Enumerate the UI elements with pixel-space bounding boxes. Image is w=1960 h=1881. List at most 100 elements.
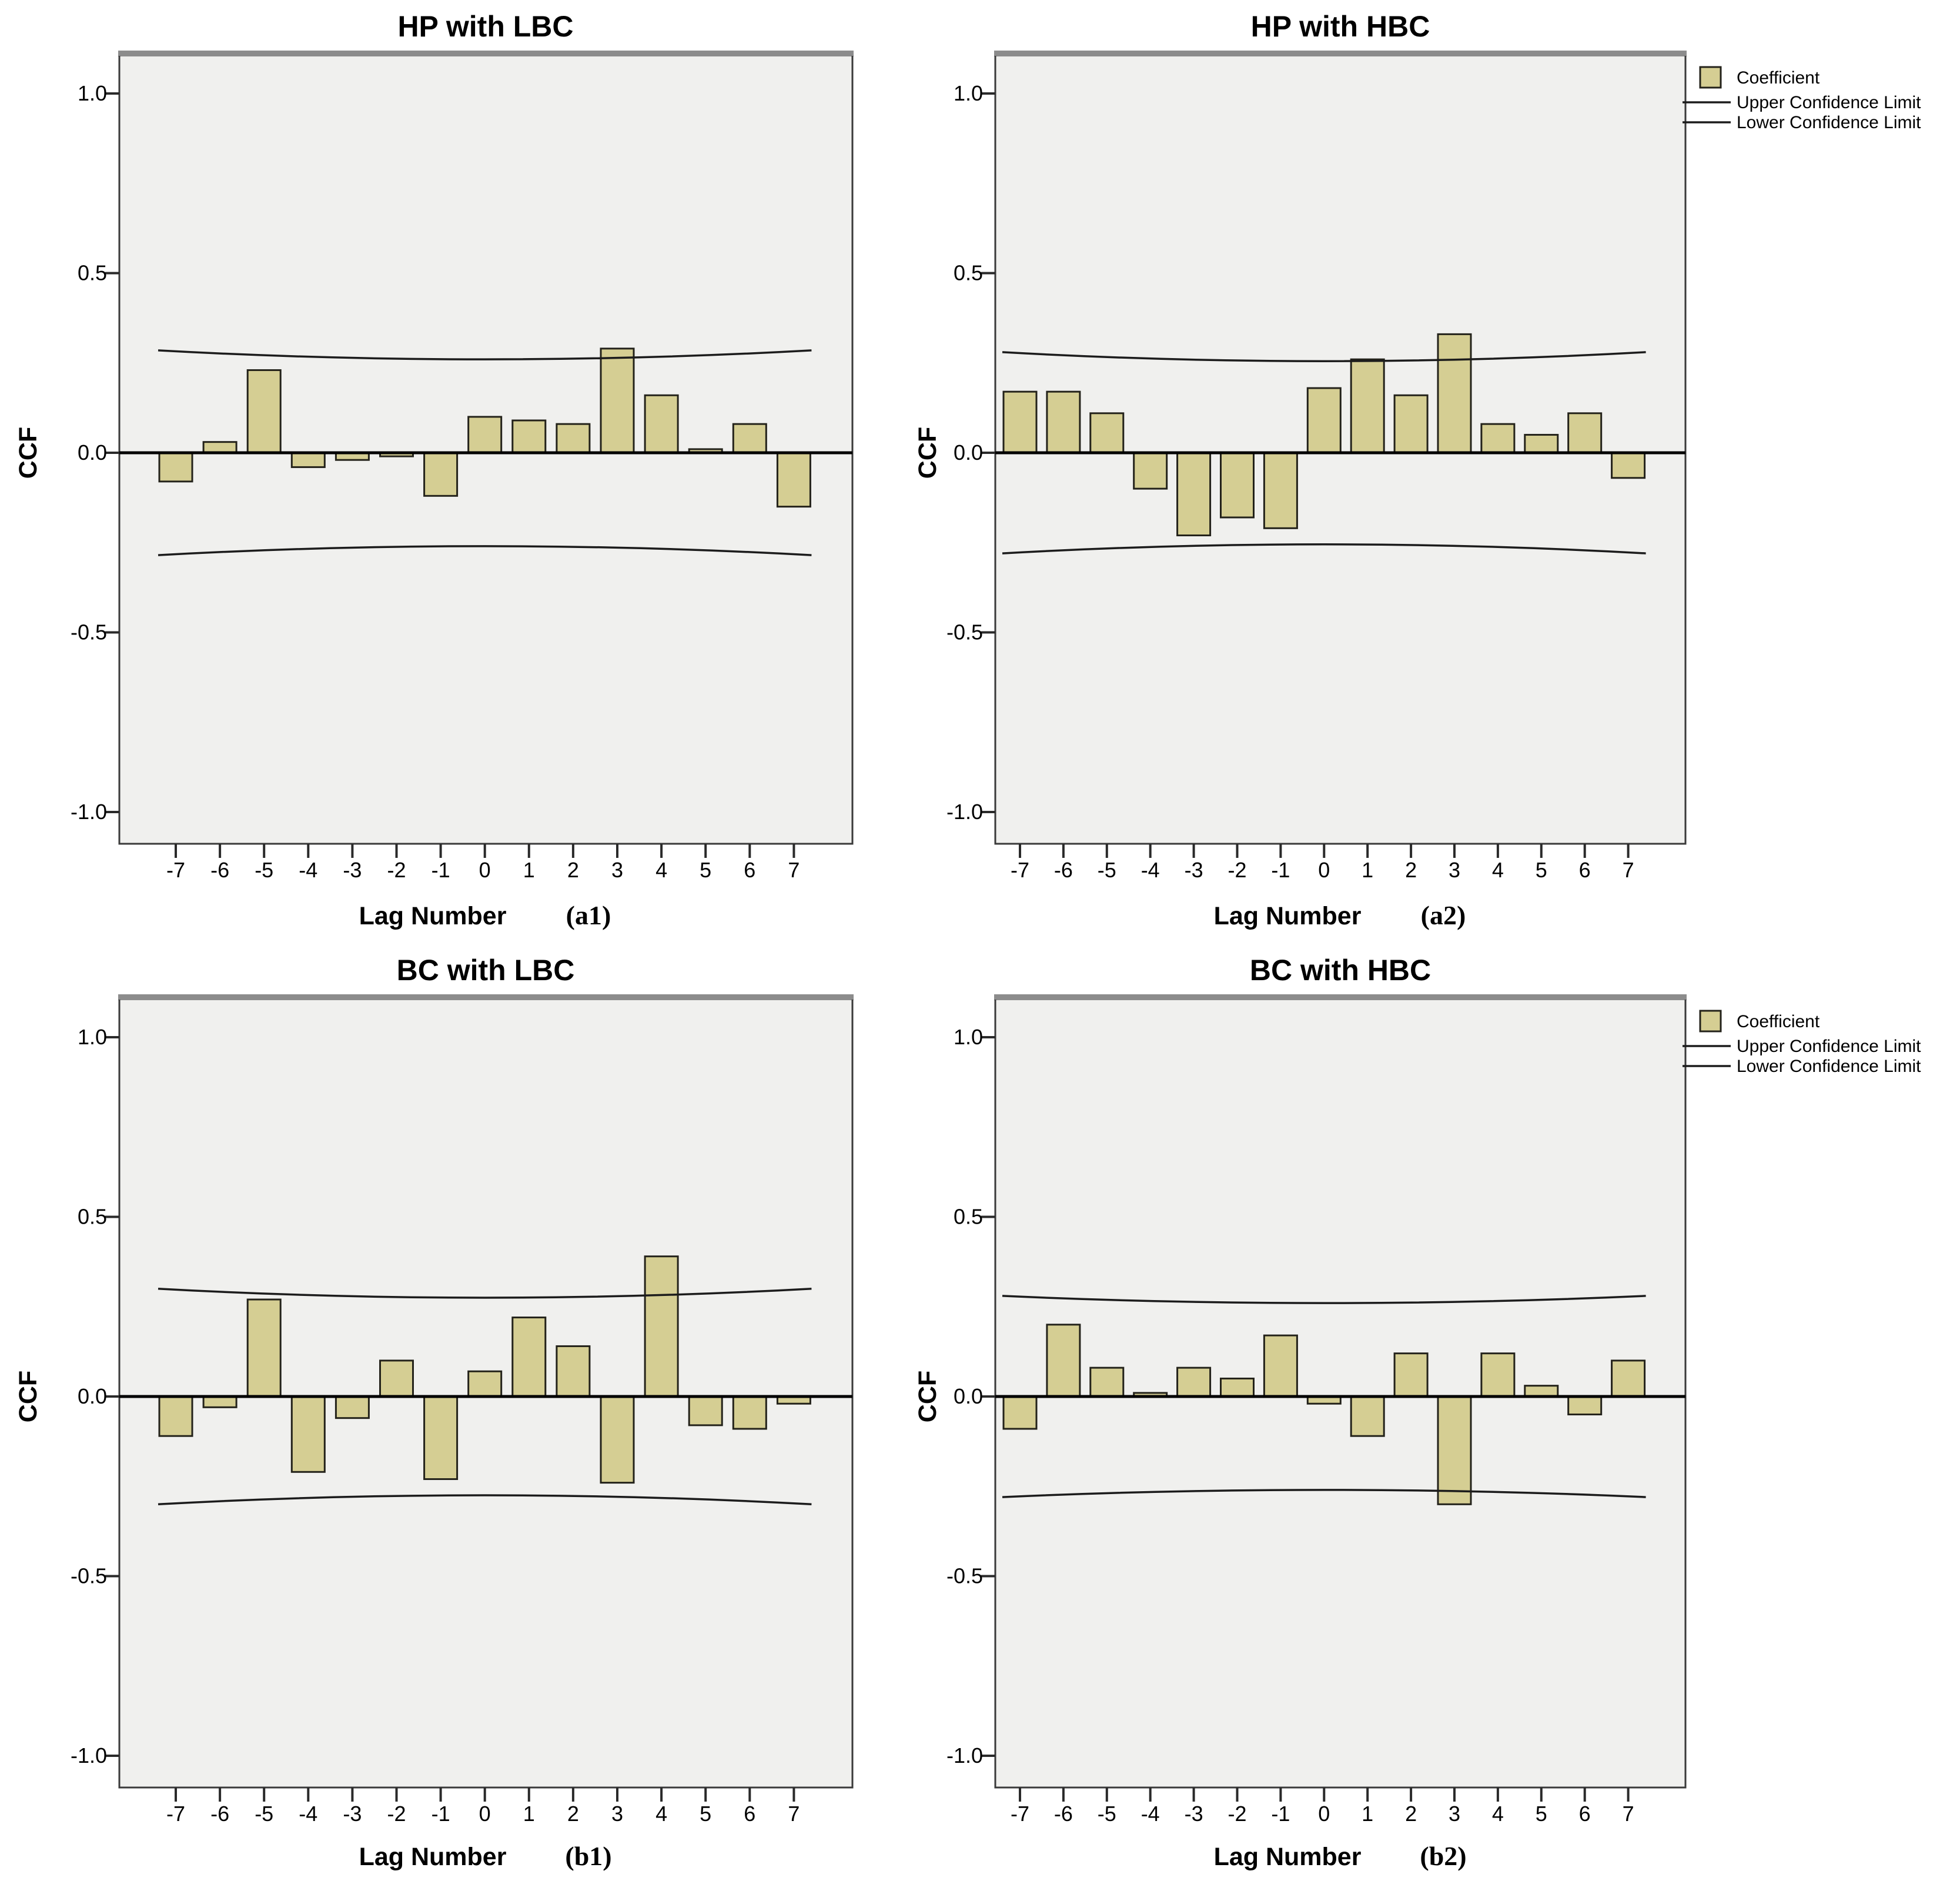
bar-lag--5 bbox=[1089, 1367, 1125, 1398]
panel-title: HP with HBC bbox=[1251, 10, 1430, 43]
bar-lag--2 bbox=[1220, 1377, 1255, 1398]
y-axis-label: CCF bbox=[14, 427, 42, 479]
x-tick-label: 5 bbox=[700, 858, 711, 882]
y-tick-label: -1.0 bbox=[71, 800, 107, 824]
x-tick-label: -3 bbox=[343, 1802, 362, 1826]
bar-lag-4 bbox=[644, 394, 679, 454]
x-tick-label: 4 bbox=[655, 1802, 667, 1826]
bar-lag--5 bbox=[1089, 412, 1125, 454]
x-tick-label: -2 bbox=[387, 1802, 406, 1826]
plot-frame-top bbox=[994, 51, 1687, 56]
y-axis-label: CCF bbox=[14, 1371, 42, 1422]
legend-item-label: Upper Confidence Limit bbox=[1737, 93, 1921, 112]
y-tick-label: 0.0 bbox=[78, 1384, 107, 1408]
x-tick-label: -6 bbox=[210, 858, 229, 882]
bar-lag-2 bbox=[1393, 1352, 1429, 1398]
x-tick-label: -3 bbox=[343, 858, 362, 882]
x-tick-label: 7 bbox=[788, 858, 800, 882]
x-tick-label: 4 bbox=[655, 858, 667, 882]
lower-confidence-limit-line bbox=[158, 545, 812, 556]
x-tick-label: 2 bbox=[1405, 1802, 1417, 1826]
y-tick-label: 1.0 bbox=[954, 1025, 983, 1049]
x-tick-label: 6 bbox=[744, 858, 755, 882]
x-tick-label: 3 bbox=[611, 1802, 623, 1826]
x-tick-label: 5 bbox=[1536, 858, 1547, 882]
bar-lag--3 bbox=[335, 1395, 370, 1419]
legend-item-label: Coefficient bbox=[1737, 68, 1820, 88]
y-tick-label: 1.0 bbox=[954, 81, 983, 105]
x-tick-label: -7 bbox=[1011, 1802, 1029, 1826]
x-tick-label: -7 bbox=[166, 858, 185, 882]
y-tick-label: 0.0 bbox=[78, 440, 107, 465]
y-tick-label: -1.0 bbox=[946, 800, 983, 824]
x-tick-label: -7 bbox=[166, 1802, 185, 1826]
bar-lag--7 bbox=[1002, 390, 1038, 454]
bar-lag-7 bbox=[776, 452, 811, 508]
x-tick-label: 3 bbox=[611, 858, 623, 882]
y-tick-label: -1.0 bbox=[71, 1743, 107, 1768]
x-axis-label: Lag Number bbox=[359, 902, 507, 930]
x-tick-label: 0 bbox=[1318, 1802, 1330, 1826]
x-tick-label: -5 bbox=[255, 858, 273, 882]
bar-lag--7 bbox=[1002, 1395, 1038, 1430]
upper-confidence-limit-line bbox=[1002, 351, 1646, 362]
y-tick-label: -0.5 bbox=[946, 620, 983, 644]
bar-lag-7 bbox=[1611, 452, 1646, 479]
x-tick-label: 1 bbox=[1362, 858, 1373, 882]
x-tick-label: -3 bbox=[1185, 1802, 1203, 1826]
bar-lag-6 bbox=[732, 1395, 767, 1430]
bar-lag--3 bbox=[1176, 1367, 1212, 1398]
bar-lag-3 bbox=[600, 348, 635, 454]
y-tick-label: -0.5 bbox=[71, 1564, 107, 1588]
bar-lag--1 bbox=[1263, 452, 1298, 529]
bar-lag-6 bbox=[732, 423, 767, 454]
panel-tag-label: (b2) bbox=[1420, 1841, 1466, 1871]
y-tick-label: 0.0 bbox=[954, 440, 983, 465]
bar-lag-2 bbox=[556, 1345, 591, 1398]
x-tick-label: 2 bbox=[567, 858, 579, 882]
x-tick-label: 1 bbox=[523, 1802, 535, 1826]
bar-lag--6 bbox=[202, 441, 238, 454]
bar-lag--1 bbox=[423, 1395, 459, 1481]
bar-lag--4 bbox=[290, 452, 326, 468]
x-axis-label: Lag Number bbox=[1214, 1843, 1362, 1871]
panel-tag-label: (b1) bbox=[565, 1841, 611, 1871]
panel-title: HP with LBC bbox=[397, 10, 573, 43]
bar-lag-6 bbox=[1567, 1395, 1603, 1416]
lower-confidence-limit-line bbox=[158, 1494, 812, 1506]
x-tick-label: -2 bbox=[1227, 1802, 1246, 1826]
bar-lag--2 bbox=[1220, 452, 1255, 519]
bar-lag-2 bbox=[556, 423, 591, 454]
bar-lag-0 bbox=[467, 1370, 503, 1398]
y-tick-label: 1.0 bbox=[78, 81, 107, 105]
y-tick-label: 0.0 bbox=[954, 1384, 983, 1408]
legend-item-label: Coefficient bbox=[1737, 1012, 1820, 1031]
x-tick-label: 6 bbox=[1579, 1802, 1591, 1826]
panel-a1: -7 -6 -5 -4 -3 -2 -1 0 1 2 3 4 5 6 7 HP with LBC CCF Lag … bbox=[14, 10, 854, 930]
bar-lag--3 bbox=[1176, 452, 1212, 537]
legend-item-label: Lower Confidence Limit bbox=[1737, 1057, 1921, 1076]
legend-item-label: Upper Confidence Limit bbox=[1737, 1037, 1921, 1056]
panel-title: BC with HBC bbox=[1250, 954, 1431, 987]
bar-lag-1 bbox=[511, 1317, 547, 1398]
y-axis-label: CCF bbox=[914, 1371, 942, 1422]
x-tick-label: 6 bbox=[744, 1802, 755, 1826]
x-tick-label: -6 bbox=[1054, 1802, 1073, 1826]
panel-b2: -7 -6 -5 -4 -3 -2 -1 0 1 2 3 4 5 6 7 BC with HBC CCF Lag … bbox=[914, 954, 1921, 1871]
legend-coefficient-swatch-icon bbox=[1699, 66, 1722, 89]
x-tick-label: 7 bbox=[1623, 1802, 1634, 1826]
lower-confidence-limit-line bbox=[1002, 1489, 1646, 1498]
x-tick-label: -4 bbox=[1141, 858, 1160, 882]
plot-frame-top bbox=[994, 994, 1687, 1000]
plot-frame bbox=[994, 56, 1687, 845]
y-axis-label: CCF bbox=[914, 427, 942, 479]
bar-lag-5 bbox=[688, 1395, 723, 1426]
x-tick-label: 3 bbox=[1449, 858, 1460, 882]
x-axis-label: Lag Number bbox=[1214, 902, 1362, 930]
x-tick-label: -5 bbox=[1098, 858, 1116, 882]
x-tick-label: 7 bbox=[788, 1802, 800, 1826]
x-tick-label: 2 bbox=[1405, 858, 1417, 882]
